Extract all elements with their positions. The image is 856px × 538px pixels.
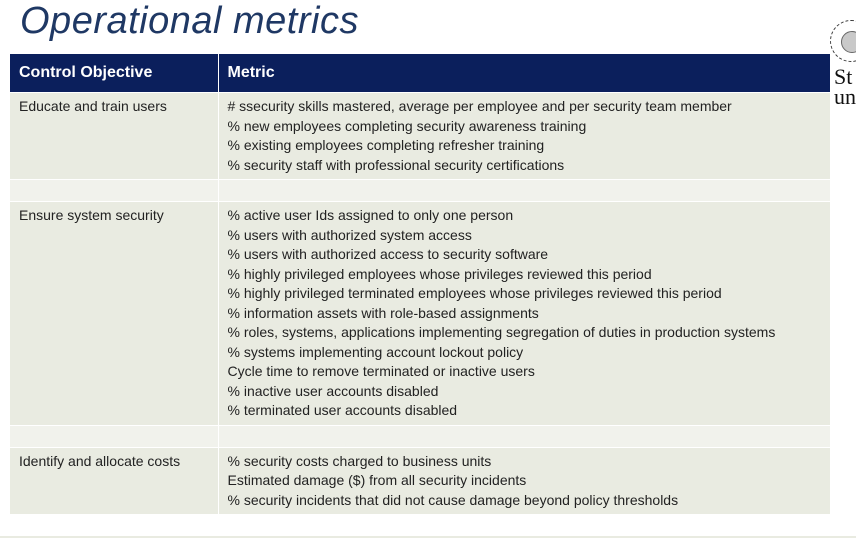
metric-item: % highly privileged terminated employees… <box>227 285 722 301</box>
metric-cell: % active user Ids assigned to only one p… <box>218 201 830 425</box>
metric-item: Estimated damage ($) from all security i… <box>227 472 527 488</box>
metric-cell: # ssecurity skills mastered, average per… <box>218 92 830 180</box>
metric-item: % terminated user accounts disabled <box>227 402 458 418</box>
metric-item: % security staff with professional secur… <box>227 156 565 173</box>
metric-item: % roles, systems, applications implement… <box>227 324 776 340</box>
metric-item: % inactive user accounts disabled <box>227 382 439 399</box>
spacer-row <box>10 424 830 447</box>
metric-item: % new employees completing security awar… <box>227 117 587 134</box>
metric-item: % users with authorized access to securi… <box>227 246 549 262</box>
metric-item: Cycle time to remove terminated or inact… <box>227 363 535 379</box>
metric-item: % security incidents that did not cause … <box>227 491 679 508</box>
header-metric: Metric <box>218 54 830 93</box>
header-control-objective: Control Objective <box>10 54 219 93</box>
table-row: Ensure system security % active user Ids… <box>10 201 830 425</box>
metric-item: % systems implementing account lockout p… <box>227 343 524 360</box>
spacer-row <box>10 179 830 202</box>
metric-cell: % security costs charged to business uni… <box>218 446 830 514</box>
university-logo: St un <box>828 10 856 110</box>
logo-text: St un <box>834 64 856 109</box>
metric-item: % active user Ids assigned to only one p… <box>227 207 514 223</box>
objective-cell: Ensure system security <box>10 201 219 425</box>
metric-item: % users with authorized system access <box>227 226 472 243</box>
table-row: Educate and train users # ssecurity skil… <box>10 92 830 180</box>
metric-item: % existing employees completing refreshe… <box>227 137 545 153</box>
metric-item: # ssecurity skills mastered, average per… <box>227 98 732 114</box>
metric-item: % information assets with role-based ass… <box>227 304 539 321</box>
objective-cell: Identify and allocate costs <box>10 446 219 514</box>
table-row: Identify and allocate costs % security c… <box>10 446 830 514</box>
objective-cell: Educate and train users <box>10 92 219 180</box>
page-title: Operational metrics <box>20 0 359 42</box>
metrics-table: Control Objective Metric Educate and tra… <box>10 54 830 514</box>
university-seal-icon <box>830 20 856 62</box>
footer-divider <box>0 536 856 538</box>
metric-item: % security costs charged to business uni… <box>227 452 492 469</box>
table-header-row: Control Objective Metric <box>10 54 830 93</box>
metric-item: % highly privileged employees whose priv… <box>227 265 652 282</box>
